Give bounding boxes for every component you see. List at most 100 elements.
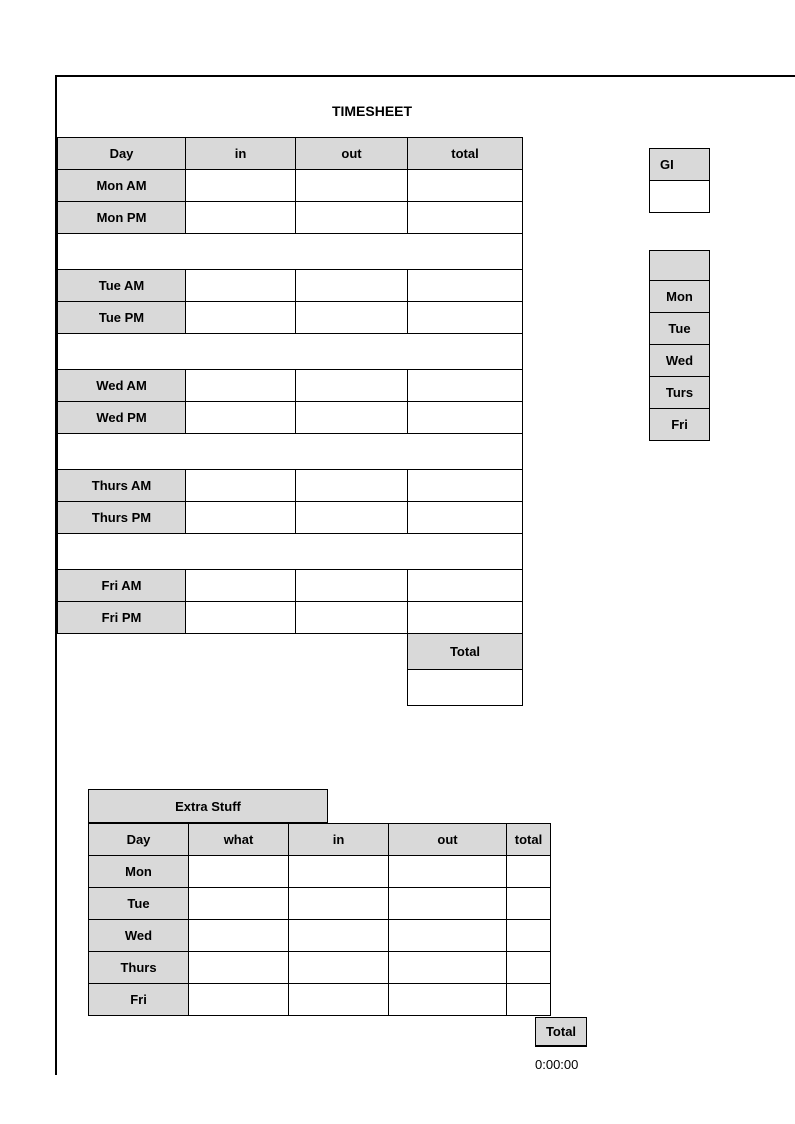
cell-out[interactable]: [296, 502, 408, 534]
extra-out[interactable]: [389, 952, 507, 984]
table-row: Tue AM: [58, 270, 523, 302]
cell-total[interactable]: [408, 602, 523, 634]
extra-total[interactable]: [507, 952, 551, 984]
main-header-day: Day: [58, 138, 186, 170]
cell-total[interactable]: [408, 170, 523, 202]
cell-out[interactable]: [296, 470, 408, 502]
side-top-header: GI: [650, 149, 710, 181]
extra-out[interactable]: [389, 888, 507, 920]
row-label: Mon PM: [58, 202, 186, 234]
extra-what[interactable]: [189, 952, 289, 984]
table-row: Wed: [89, 920, 551, 952]
extra-in[interactable]: [289, 984, 389, 1016]
cell-total[interactable]: [408, 202, 523, 234]
extra-header-day: Day: [89, 824, 189, 856]
spacer-row: [58, 534, 523, 570]
table-row: Thurs: [89, 952, 551, 984]
spacer-row: [58, 334, 523, 370]
side-top-table: GI: [649, 148, 710, 213]
extra-header-total: total: [507, 824, 551, 856]
extra-in[interactable]: [289, 952, 389, 984]
cell-in[interactable]: [186, 170, 296, 202]
cell-out[interactable]: [296, 370, 408, 402]
cell-in[interactable]: [186, 202, 296, 234]
extra-what[interactable]: [189, 856, 289, 888]
cell-out[interactable]: [296, 170, 408, 202]
table-row: Fri AM: [58, 570, 523, 602]
cell-in[interactable]: [186, 602, 296, 634]
table-row: Mon PM: [58, 202, 523, 234]
cell-total[interactable]: [408, 270, 523, 302]
row-label: Thurs AM: [58, 470, 186, 502]
extra-in[interactable]: [289, 856, 389, 888]
extra-day: Wed: [89, 920, 189, 952]
total-value-row: [58, 670, 523, 706]
cell-out[interactable]: [296, 570, 408, 602]
side-days-table: Mon Tue Wed Turs Fri: [649, 250, 710, 441]
extra-in[interactable]: [289, 920, 389, 952]
main-header-total: total: [408, 138, 523, 170]
extra-total-value: 0:00:00: [535, 1057, 578, 1072]
total-label: Total: [408, 634, 523, 670]
table-row: Tue: [89, 888, 551, 920]
timesheet-sheet: TIMESHEET Day in out total Mon AM Mon PM…: [55, 75, 795, 1075]
side-day: Tue: [650, 313, 710, 345]
cell-out[interactable]: [296, 602, 408, 634]
cell-in[interactable]: [186, 402, 296, 434]
cell-total[interactable]: [408, 370, 523, 402]
row-label: Fri PM: [58, 602, 186, 634]
table-row: Mon AM: [58, 170, 523, 202]
extra-what[interactable]: [189, 888, 289, 920]
side-day: Fri: [650, 409, 710, 441]
extra-out[interactable]: [389, 984, 507, 1016]
extra-out[interactable]: [389, 856, 507, 888]
table-row: Wed PM: [58, 402, 523, 434]
cell-in[interactable]: [186, 302, 296, 334]
extra-header-out: out: [389, 824, 507, 856]
cell-total[interactable]: [408, 570, 523, 602]
extra-total[interactable]: [507, 888, 551, 920]
extra-day: Mon: [89, 856, 189, 888]
extra-total[interactable]: [507, 920, 551, 952]
extra-day: Fri: [89, 984, 189, 1016]
main-header-out: out: [296, 138, 408, 170]
cell-in[interactable]: [186, 370, 296, 402]
page-title: TIMESHEET: [57, 77, 687, 137]
cell-in[interactable]: [186, 270, 296, 302]
cell-total[interactable]: [408, 302, 523, 334]
table-row: Mon: [89, 856, 551, 888]
total-row: Total: [58, 634, 523, 670]
extra-header-what: what: [189, 824, 289, 856]
side-top-cell[interactable]: [650, 181, 710, 213]
table-row: Fri: [89, 984, 551, 1016]
cell-out[interactable]: [296, 302, 408, 334]
cell-out[interactable]: [296, 270, 408, 302]
row-label: Mon AM: [58, 170, 186, 202]
side-day: Turs: [650, 377, 710, 409]
cell-out[interactable]: [296, 202, 408, 234]
extra-out[interactable]: [389, 920, 507, 952]
spacer-row: [58, 434, 523, 470]
cell-total[interactable]: [408, 402, 523, 434]
cell-total[interactable]: [408, 470, 523, 502]
row-label: Tue AM: [58, 270, 186, 302]
extra-what[interactable]: [189, 984, 289, 1016]
main-timesheet-table: Day in out total Mon AM Mon PM Tue AM Tu…: [57, 137, 523, 706]
extra-what[interactable]: [189, 920, 289, 952]
spacer-row: [58, 234, 523, 270]
extra-total[interactable]: [507, 984, 551, 1016]
extra-total[interactable]: [507, 856, 551, 888]
row-label: Fri AM: [58, 570, 186, 602]
extra-in[interactable]: [289, 888, 389, 920]
cell-in[interactable]: [186, 570, 296, 602]
main-header-in: in: [186, 138, 296, 170]
row-label: Tue PM: [58, 302, 186, 334]
cell-out[interactable]: [296, 402, 408, 434]
cell-in[interactable]: [186, 502, 296, 534]
extra-stuff-table: Day what in out total Mon Tue Wed: [88, 823, 551, 1016]
total-value[interactable]: [408, 670, 523, 706]
cell-total[interactable]: [408, 502, 523, 534]
extra-stuff-title: Extra Stuff: [88, 789, 328, 823]
cell-in[interactable]: [186, 470, 296, 502]
table-row: Wed AM: [58, 370, 523, 402]
